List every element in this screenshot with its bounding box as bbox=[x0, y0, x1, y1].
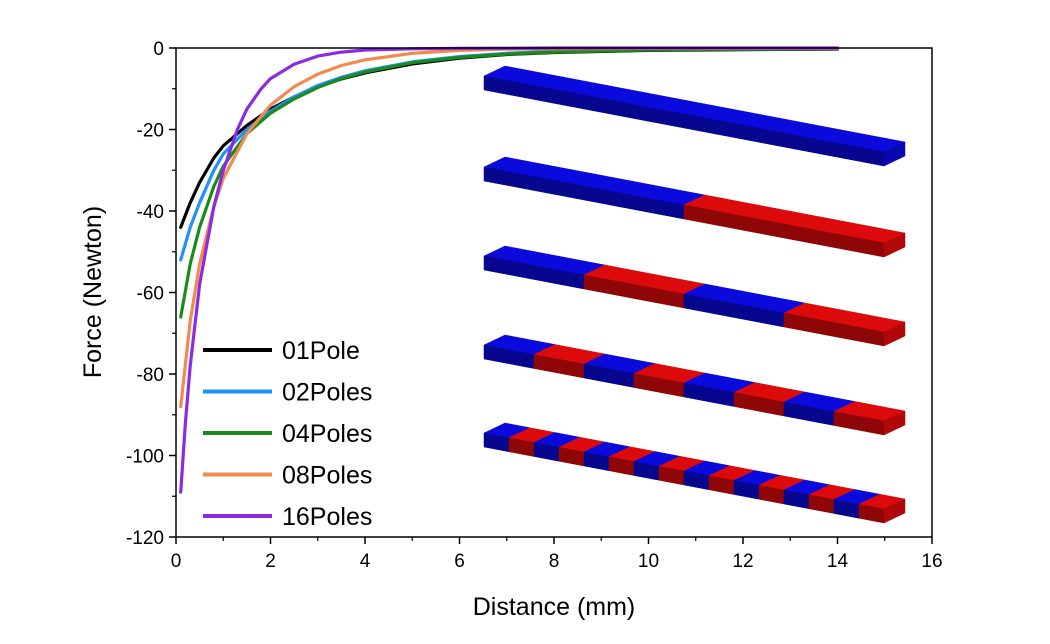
legend-item-01pole: 01Pole bbox=[203, 337, 360, 365]
y-tick-label: -40 bbox=[137, 202, 164, 223]
x-tick-label: 10 bbox=[638, 551, 659, 572]
y-tick-label: 0 bbox=[153, 39, 164, 60]
axis-ticks: 0 2 4 6 8 10 12 14 16 0 -20 -40 -60 -80 -100 -120 bbox=[126, 39, 943, 572]
magnet-segment-north bbox=[483, 65, 906, 167]
magnet-segment-south bbox=[683, 194, 906, 258]
magnet-16-poles bbox=[483, 422, 906, 524]
magnet-segment-south bbox=[858, 493, 906, 524]
magnet-segment-north bbox=[483, 156, 706, 220]
legend-item-08poles: 08Poles bbox=[203, 462, 372, 490]
magnet-2-poles bbox=[483, 156, 906, 258]
x-tick-label: 4 bbox=[360, 551, 371, 572]
x-tick-label: 6 bbox=[454, 551, 465, 572]
series-line-04poles bbox=[179, 47, 840, 319]
legend-label: 08Poles bbox=[282, 462, 372, 490]
magnet-segment-south bbox=[558, 436, 606, 467]
magnet-segment-south bbox=[833, 401, 906, 436]
magnet-1-pole bbox=[483, 65, 906, 167]
y-tick-label: -120 bbox=[126, 528, 164, 549]
legend-label: 04Poles bbox=[282, 420, 372, 448]
legend-item-02poles: 02Poles bbox=[203, 379, 372, 407]
legend-item-16poles: 16Poles bbox=[203, 503, 372, 531]
legend-label: 01Pole bbox=[282, 337, 360, 365]
x-tick-label: 12 bbox=[732, 551, 753, 572]
x-tick-label: 8 bbox=[549, 551, 560, 572]
legend-label: 02Poles bbox=[282, 379, 372, 407]
magnet-segment-north bbox=[533, 432, 581, 462]
x-tick-label: 16 bbox=[921, 551, 942, 572]
x-tick-label: 2 bbox=[265, 551, 276, 572]
x-tick-label: 0 bbox=[171, 551, 182, 572]
y-tick-label: -20 bbox=[137, 121, 164, 142]
magnet-segment-north bbox=[833, 489, 881, 519]
magnet-segment-south bbox=[783, 302, 906, 347]
y-tick-label: -80 bbox=[137, 365, 164, 386]
legend-label: 16Poles bbox=[282, 503, 372, 531]
magnet-segment-south bbox=[808, 484, 856, 514]
magnet-8-poles bbox=[483, 334, 906, 436]
magnet-4-poles bbox=[483, 245, 906, 347]
magnet-segment-south bbox=[633, 363, 706, 398]
magnet-inset-illustration bbox=[483, 65, 906, 524]
x-axis-title: Distance (mm) bbox=[473, 593, 636, 621]
series-lines bbox=[179, 46, 840, 494]
y-axis-title: Force (Newton) bbox=[79, 206, 107, 378]
y-tick-label: -100 bbox=[126, 447, 164, 468]
magnet-segment-north bbox=[783, 479, 831, 510]
legend-item-04poles: 04Poles bbox=[203, 420, 372, 448]
x-tick-label: 14 bbox=[827, 551, 849, 572]
y-tick-label: -60 bbox=[137, 284, 164, 305]
legend: 01Pole 02Poles 04Poles 08Poles 16Poles bbox=[203, 337, 372, 531]
